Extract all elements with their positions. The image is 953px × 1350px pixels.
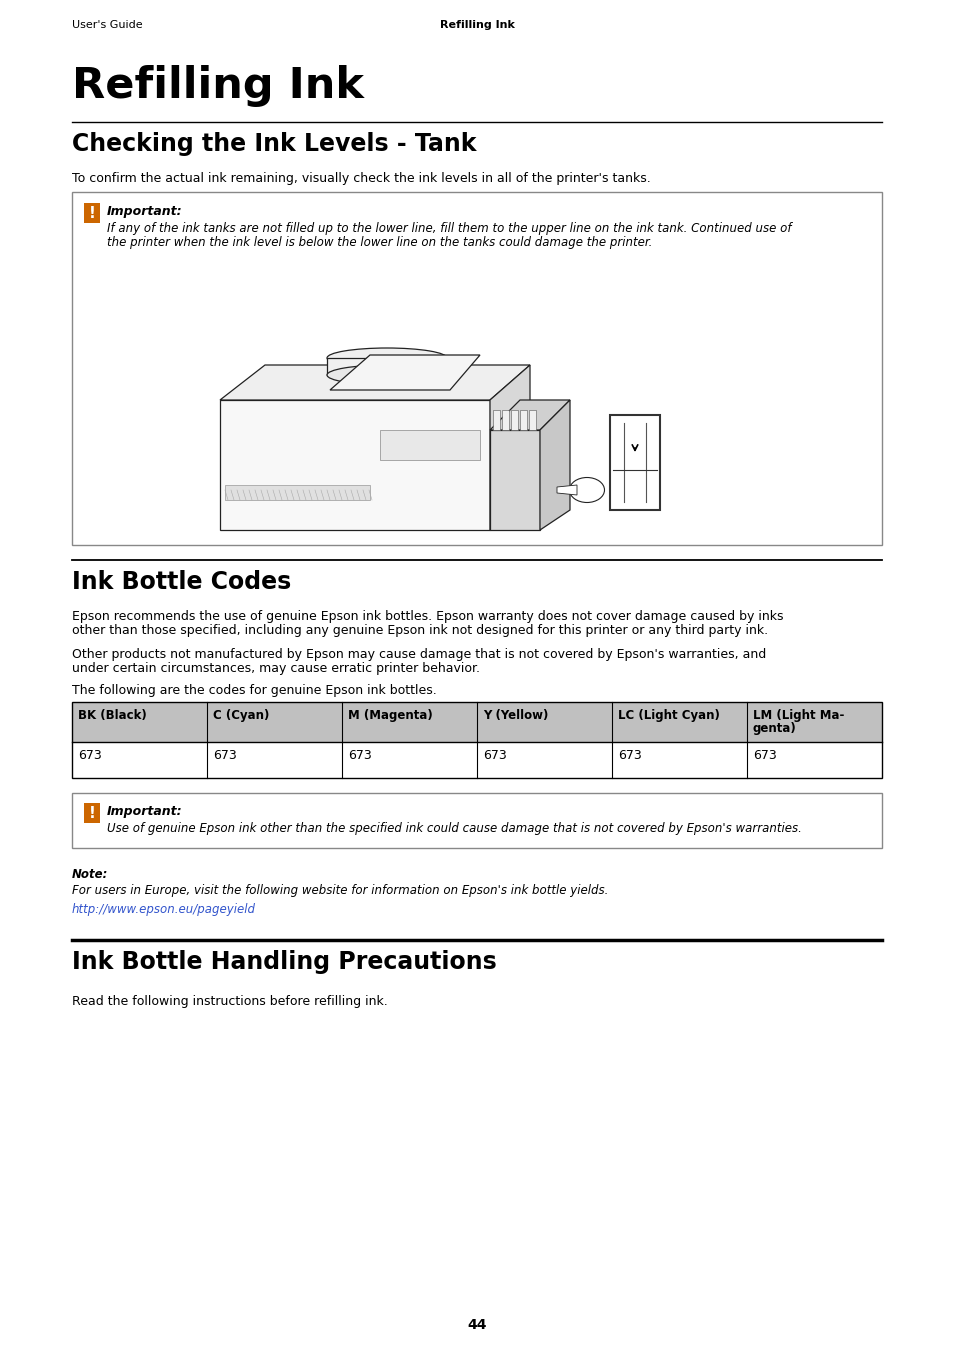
Polygon shape — [557, 485, 577, 495]
Bar — [71, 192, 882, 545]
Ellipse shape — [327, 348, 447, 369]
Text: LM (Light Ma-: LM (Light Ma- — [752, 709, 843, 722]
Polygon shape — [501, 410, 509, 431]
Text: Use of genuine Epson ink other than the specified ink could cause damage that is: Use of genuine Epson ink other than the … — [107, 822, 801, 836]
Polygon shape — [511, 410, 517, 431]
Text: http://www.epson.eu/pageyield: http://www.epson.eu/pageyield — [71, 903, 255, 917]
Text: Ink Bottle Codes: Ink Bottle Codes — [71, 570, 291, 594]
Text: For users in Europe, visit the following website for information on Epson's ink : For users in Europe, visit the following… — [71, 884, 608, 896]
Text: 673: 673 — [78, 749, 102, 761]
Text: Refilling Ink: Refilling Ink — [71, 65, 364, 107]
Text: other than those specified, including any genuine Epson ink not designed for thi: other than those specified, including an… — [71, 624, 767, 637]
Text: Important:: Important: — [107, 805, 182, 818]
Bar — [84, 202, 100, 223]
Text: !: ! — [89, 205, 95, 220]
Text: Note:: Note: — [71, 868, 109, 882]
Text: User's Guide: User's Guide — [71, 20, 143, 30]
Text: C (Cyan): C (Cyan) — [213, 709, 269, 722]
Text: Y (Yellow): Y (Yellow) — [482, 709, 548, 722]
Text: Important:: Important: — [107, 205, 182, 217]
Text: The following are the codes for genuine Epson ink bottles.: The following are the codes for genuine … — [71, 684, 436, 697]
Text: 44: 44 — [467, 1318, 486, 1332]
Text: 673: 673 — [348, 749, 372, 761]
Bar — [71, 792, 882, 848]
Text: If any of the ink tanks are not filled up to the lower line, fill them to the up: If any of the ink tanks are not filled u… — [107, 221, 791, 235]
Text: 673: 673 — [752, 749, 776, 761]
Polygon shape — [490, 364, 530, 531]
Text: 673: 673 — [618, 749, 641, 761]
Text: !: ! — [89, 806, 95, 821]
Ellipse shape — [569, 478, 604, 502]
Text: Read the following instructions before refilling ink.: Read the following instructions before r… — [71, 995, 387, 1008]
Text: the printer when the ink level is below the lower line on the tanks could damage: the printer when the ink level is below … — [107, 236, 652, 248]
Bar — [71, 702, 882, 778]
Text: Refilling Ink: Refilling Ink — [439, 20, 514, 30]
Polygon shape — [220, 400, 490, 531]
Polygon shape — [220, 364, 530, 400]
Text: genta): genta) — [752, 722, 796, 734]
Text: 673: 673 — [213, 749, 236, 761]
Polygon shape — [539, 400, 569, 531]
Bar — [84, 803, 100, 824]
Bar — [609, 414, 659, 510]
Text: Other products not manufactured by Epson may cause damage that is not covered by: Other products not manufactured by Epson… — [71, 648, 765, 662]
Text: Epson recommends the use of genuine Epson ink bottles. Epson warranty does not c: Epson recommends the use of genuine Epso… — [71, 610, 782, 622]
Text: Ink Bottle Handling Precautions: Ink Bottle Handling Precautions — [71, 950, 497, 973]
Bar — [71, 702, 882, 742]
Polygon shape — [330, 355, 479, 390]
Polygon shape — [327, 358, 447, 375]
Text: under certain circumstances, may cause erratic printer behavior.: under certain circumstances, may cause e… — [71, 662, 479, 675]
Polygon shape — [493, 410, 499, 431]
Polygon shape — [490, 400, 569, 431]
Text: M (Magenta): M (Magenta) — [348, 709, 433, 722]
Text: 673: 673 — [482, 749, 506, 761]
Text: To confirm the actual ink remaining, visually check the ink levels in all of the: To confirm the actual ink remaining, vis… — [71, 171, 650, 185]
Polygon shape — [529, 410, 536, 431]
Ellipse shape — [327, 364, 447, 385]
Text: BK (Black): BK (Black) — [78, 709, 147, 722]
Polygon shape — [225, 485, 370, 500]
Text: Checking the Ink Levels - Tank: Checking the Ink Levels - Tank — [71, 132, 476, 157]
Polygon shape — [490, 431, 539, 531]
Polygon shape — [379, 431, 479, 460]
Text: LC (Light Cyan): LC (Light Cyan) — [618, 709, 720, 722]
Polygon shape — [519, 410, 526, 431]
